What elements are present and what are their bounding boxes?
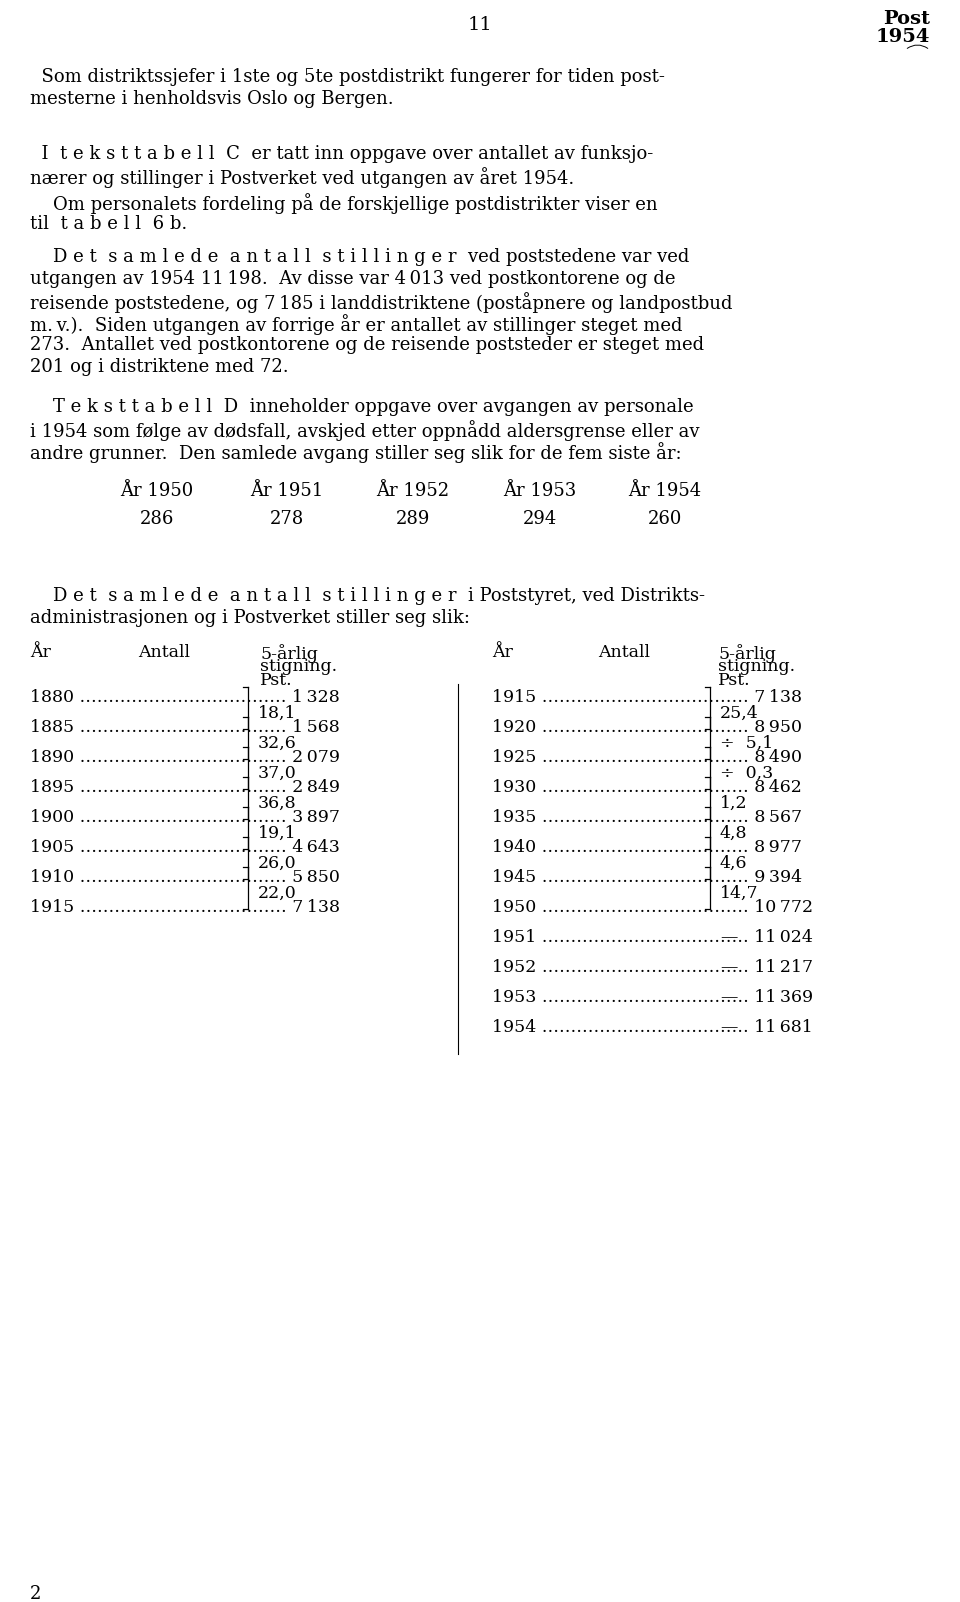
Text: Om personalets fordeling på de forskjellige postdistrikter viser en: Om personalets fordeling på de forskjell… [30,194,658,215]
Text: 201 og i distriktene med 72.: 201 og i distriktene med 72. [30,359,289,376]
Text: År: År [492,644,513,662]
Text: D e t  s a m l e d e  a n t a l l  s t i l l i n g e r  i Poststyret, ved Distri: D e t s a m l e d e a n t a l l s t i l … [30,588,705,606]
Text: —: — [720,960,737,976]
Text: Antall: Antall [598,644,650,662]
Text: mesterne i henholdsvis Oslo og Bergen.: mesterne i henholdsvis Oslo og Bergen. [30,90,394,107]
Text: —: — [720,990,737,1006]
Text: År 1951: År 1951 [251,482,324,500]
Text: Pst.: Pst. [260,673,293,689]
Text: 2: 2 [30,1584,41,1602]
Text: 1945 ……………………………… 9 394: 1945 ……………………………… 9 394 [492,870,803,886]
Text: reisende poststedene, og 7 185 i landdistriktene (poståpnere og landpostbud: reisende poststedene, og 7 185 i landdis… [30,293,732,314]
Text: 1895 ……………………………… 2 849: 1895 ……………………………… 2 849 [30,780,340,796]
Text: 273.  Antallet ved postkontorene og de reisende poststeder er steget med: 273. Antallet ved postkontorene og de re… [30,336,704,354]
Text: 1950 ……………………………… 10 772: 1950 ……………………………… 10 772 [492,899,813,916]
Text: 25,4: 25,4 [720,705,758,721]
Text: 1925 ……………………………… 8 490: 1925 ……………………………… 8 490 [492,750,802,766]
Text: 32,6: 32,6 [258,734,297,751]
Text: 1880 ……………………………… 1 328: 1880 ……………………………… 1 328 [30,689,340,706]
Text: År 1953: År 1953 [503,482,577,500]
Text: til  t a b e l l  6 b.: til t a b e l l 6 b. [30,215,187,234]
Text: andre grunner.  Den samlede avgang stiller seg slik for de fem siste år:: andre grunner. Den samlede avgang stille… [30,442,682,463]
Text: 5-årlig: 5-årlig [260,644,318,663]
Text: 286: 286 [140,509,174,529]
Text: 26,0: 26,0 [258,854,297,871]
Text: 1935 ……………………………… 8 567: 1935 ……………………………… 8 567 [492,809,803,827]
Text: 1910 ……………………………… 5 850: 1910 ……………………………… 5 850 [30,870,340,886]
Text: 1,2: 1,2 [720,795,748,811]
Text: Som distriktssjefer i 1ste og 5te postdistrikt fungerer for tiden post-: Som distriktssjefer i 1ste og 5te postdi… [30,67,665,87]
Text: 1930 ……………………………… 8 462: 1930 ……………………………… 8 462 [492,780,802,796]
Text: 22,0: 22,0 [258,884,297,902]
Text: —: — [720,929,737,947]
Text: 36,8: 36,8 [258,795,297,811]
Text: 289: 289 [396,509,430,529]
Text: 11: 11 [468,16,492,34]
Text: administrasjonen og i Postverket stiller seg slik:: administrasjonen og i Postverket stiller… [30,609,470,628]
Text: År 1950: År 1950 [120,482,194,500]
Text: 19,1: 19,1 [258,825,297,841]
Text: 1920 ……………………………… 8 950: 1920 ……………………………… 8 950 [492,719,802,737]
Text: nærer og stillinger i Postverket ved utgangen av året 1954.: nærer og stillinger i Postverket ved utg… [30,167,574,187]
Text: I  t e k s t t a b e l l  C  er tatt inn oppgave over antallet av funksjo-: I t e k s t t a b e l l C er tatt inn op… [30,146,653,163]
Text: 4,6: 4,6 [720,854,748,871]
Text: D e t  s a m l e d e  a n t a l l  s t i l l i n g e r  ved poststedene var ved: D e t s a m l e d e a n t a l l s t i l … [30,248,689,266]
Text: ÷  5,1: ÷ 5,1 [720,734,773,751]
Text: 14,7: 14,7 [720,884,758,902]
Text: 294: 294 [523,509,557,529]
Text: 1954: 1954 [876,27,930,46]
Text: 37,0: 37,0 [258,764,297,782]
Text: 1890 ……………………………… 2 079: 1890 ……………………………… 2 079 [30,750,340,766]
Text: 1952 ……………………………… 11 217: 1952 ……………………………… 11 217 [492,960,813,976]
Text: 5-årlig: 5-årlig [718,644,776,663]
Text: Antall: Antall [138,644,190,662]
Text: 1915 ……………………………… 7 138: 1915 ……………………………… 7 138 [492,689,802,706]
Text: 1940 ……………………………… 8 977: 1940 ……………………………… 8 977 [492,839,802,857]
Text: 18,1: 18,1 [258,705,297,721]
Text: Post: Post [883,10,930,27]
Text: 1905 ……………………………… 4 643: 1905 ……………………………… 4 643 [30,839,340,857]
Text: 1900 ……………………………… 3 897: 1900 ……………………………… 3 897 [30,809,340,827]
Text: År: År [30,644,51,662]
Text: 278: 278 [270,509,304,529]
Text: m. v.).  Siden utgangen av forrige år er antallet av stillinger steget med: m. v.). Siden utgangen av forrige år er … [30,314,683,335]
Text: 1915 ……………………………… 7 138: 1915 ……………………………… 7 138 [30,899,340,916]
Text: År 1952: År 1952 [376,482,449,500]
Text: i 1954 som følge av dødsfall, avskjed etter oppnådd aldersgrense eller av: i 1954 som følge av dødsfall, avskjed et… [30,420,700,441]
Text: 1953 ……………………………… 11 369: 1953 ……………………………… 11 369 [492,990,813,1006]
Text: —: — [720,1019,737,1036]
Text: 1954 ……………………………… 11 681: 1954 ……………………………… 11 681 [492,1019,813,1036]
Text: År 1954: År 1954 [629,482,702,500]
Text: T e k s t t a b e l l  D  inneholder oppgave over avgangen av personale: T e k s t t a b e l l D inneholder oppga… [30,397,694,417]
Text: stigning.: stigning. [260,658,337,676]
Text: 1885 ……………………………… 1 568: 1885 ……………………………… 1 568 [30,719,340,737]
Text: Pst.: Pst. [718,673,751,689]
Text: utgangen av 1954 11 198.  Av disse var 4 013 ved postkontorene og de: utgangen av 1954 11 198. Av disse var 4 … [30,271,676,288]
Text: stigning.: stigning. [718,658,795,676]
Text: 1951 ……………………………… 11 024: 1951 ……………………………… 11 024 [492,929,813,947]
Text: 4,8: 4,8 [720,825,748,841]
Text: ÷  0,3: ÷ 0,3 [720,764,773,782]
Text: 260: 260 [648,509,683,529]
